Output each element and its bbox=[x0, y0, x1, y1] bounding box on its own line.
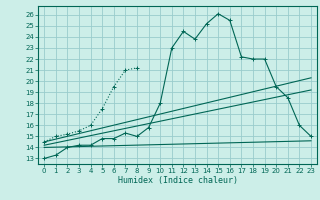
X-axis label: Humidex (Indice chaleur): Humidex (Indice chaleur) bbox=[118, 176, 238, 185]
